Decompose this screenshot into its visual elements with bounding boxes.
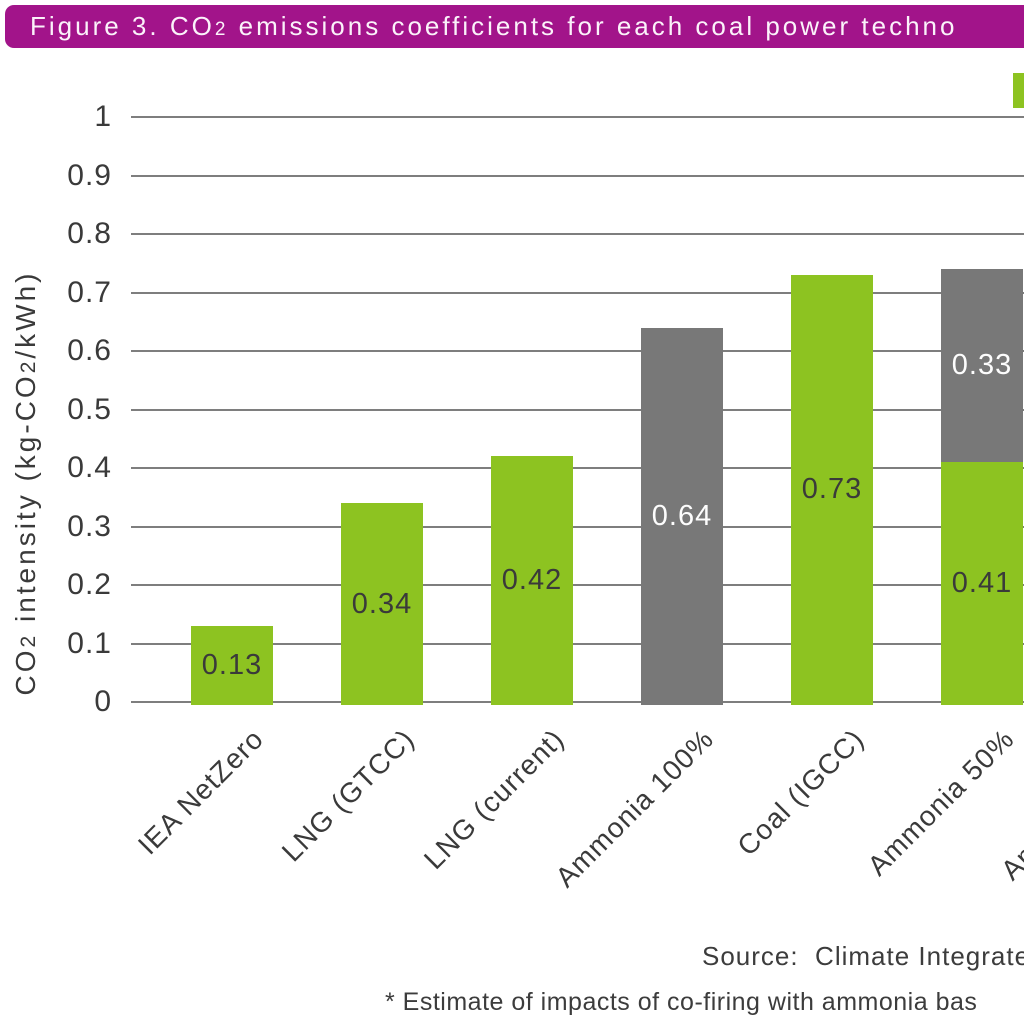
x-axis-label-ammonia-100: Ammonia 100%	[549, 723, 720, 894]
gridline	[131, 174, 1024, 177]
bar-value-label: 0.73	[801, 473, 863, 506]
bar-segment-green: 0.73	[791, 274, 873, 705]
gridline	[131, 642, 1024, 645]
bar-segment-gray: 0.64	[641, 327, 723, 705]
gridline	[131, 291, 1024, 294]
y-tick-label: 0.7	[67, 275, 112, 309]
bar-iea-netzero: 0.13	[191, 625, 273, 705]
y-tick-label: 0	[94, 685, 112, 718]
bar-segment-green: 0.41	[941, 462, 1023, 705]
bar-value-label: 0.13	[201, 648, 263, 681]
bar-value-label: 0.33	[951, 349, 1013, 382]
bar-value-label: 0.64	[651, 499, 713, 532]
bar-value-label: 0.42	[501, 564, 563, 597]
bar-value-label: 0.41	[951, 567, 1013, 600]
y-tick-label: 0.2	[67, 568, 112, 601]
y-tick-label: 0.3	[67, 509, 112, 543]
gridline	[131, 584, 1024, 586]
gridline	[131, 408, 1024, 411]
footnote: * Estimate of impacts of co-firing with …	[385, 988, 978, 1016]
y-tick-label: 0.1	[67, 626, 112, 660]
x-axis-label-lng-current: LNG (current)	[417, 723, 570, 876]
figure-title: Figure 3. CO2 emissions coefficients for…	[30, 11, 958, 41]
gridline	[131, 233, 1024, 235]
bar-value-label: 0.34	[351, 587, 413, 620]
y-tick-label: 1	[94, 100, 112, 133]
bar-ammonia-50: 0.33 0.41	[941, 269, 1023, 705]
bar-segment-green: 0.42	[491, 456, 573, 705]
x-axis-label-am: Am	[994, 833, 1024, 887]
y-tick-label: 0.6	[67, 334, 112, 367]
gridline	[131, 701, 1024, 703]
x-axis-label-ammonia-50: Ammonia 50%	[861, 723, 1020, 882]
legend-swatch	[1013, 73, 1024, 108]
gridline	[131, 350, 1024, 352]
bar-segment-green: 0.34	[341, 503, 423, 705]
gridline	[131, 467, 1024, 469]
y-tick-label: 0.9	[67, 158, 112, 192]
x-axis-label-lng-gtcc: LNG (GTCC)	[275, 723, 420, 868]
bar-coal-igcc: 0.73	[791, 274, 873, 705]
bar-ammonia-100: 0.64	[641, 327, 723, 705]
gridline	[131, 525, 1024, 528]
x-axis-label-coal-igcc: Coal (IGCC)	[731, 723, 870, 862]
source-credit: Source: Climate Integrate	[702, 941, 1024, 971]
bar-lng-gtcc: 0.34	[341, 503, 423, 705]
x-axis-label-iea-netzero: IEA NetZero	[132, 723, 270, 861]
y-tick-label: 0.8	[67, 217, 112, 250]
bar-segment-gray: 0.33	[941, 269, 1023, 463]
gridline	[131, 116, 1024, 118]
figure-title-banner: Figure 3. CO2 emissions coefficients for…	[5, 5, 1024, 48]
bar-segment-green: 0.13	[191, 625, 273, 705]
bar-lng-current: 0.42	[491, 456, 573, 705]
y-tick-label: 0.5	[67, 392, 112, 426]
y-tick-label: 0.4	[67, 451, 112, 484]
